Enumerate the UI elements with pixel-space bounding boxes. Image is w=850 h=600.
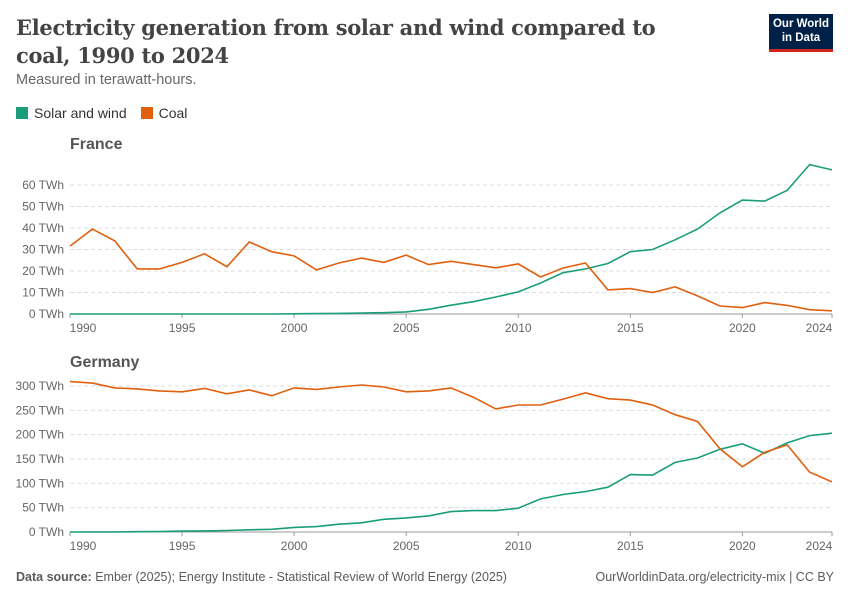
x-tick-label: 2000	[281, 321, 308, 335]
series-line-solar-and-wind[interactable]	[70, 163, 833, 315]
x-tick-label: 2015	[617, 321, 644, 335]
owid-logo[interactable]: Our World in Data	[769, 14, 833, 52]
y-tick-label: 250 TWh	[16, 403, 64, 417]
y-tick-label: 20 TWh	[22, 264, 64, 278]
x-tick-label: 1990	[70, 321, 97, 335]
y-tick-label: 200 TWh	[16, 428, 64, 442]
chart-subtitle: Measured in terawatt-hours.	[16, 72, 197, 88]
legend-item-coal[interactable]: Coal	[140, 105, 187, 121]
x-tick-label: 2015	[617, 539, 644, 553]
x-tick-label: 2005	[393, 321, 420, 335]
series-line-coal[interactable]	[69, 380, 833, 483]
x-tick-label: 1990	[70, 539, 97, 553]
legend: Solar and wind Coal	[16, 105, 187, 121]
data-source: Data source: Ember (2025); Energy Instit…	[16, 570, 507, 584]
legend-swatch	[16, 107, 28, 119]
legend-swatch	[140, 107, 153, 119]
x-tick-label: 2020	[729, 539, 756, 553]
panel-title: Germany	[70, 354, 139, 371]
chart-title: Electricity generation from solar and wi…	[16, 15, 656, 68]
x-tick-label: 2005	[393, 539, 420, 553]
y-tick-label: 10 TWh	[22, 286, 64, 300]
x-tick-label: 2010	[505, 321, 532, 335]
x-tick-label: 2024	[806, 321, 833, 335]
y-tick-label: 100 TWh	[16, 476, 64, 490]
x-tick-label: 2000	[281, 539, 308, 553]
x-tick-label: 1995	[169, 539, 196, 553]
x-tick-label: 2020	[729, 321, 756, 335]
y-tick-label: 150 TWh	[16, 452, 64, 466]
y-tick-label: 300 TWh	[16, 379, 64, 393]
y-tick-label: 60 TWh	[22, 178, 64, 192]
y-tick-label: 30 TWh	[22, 243, 64, 257]
legend-item-solar-wind[interactable]: Solar and wind	[16, 105, 127, 121]
series-line-solar-and-wind[interactable]	[69, 432, 833, 533]
y-tick-label: 40 TWh	[22, 221, 64, 235]
x-tick-label: 2024	[806, 539, 833, 553]
series-line-coal[interactable]	[69, 228, 833, 312]
y-tick-label: 50 TWh	[22, 501, 64, 515]
x-tick-label: 1995	[169, 321, 196, 335]
y-tick-label: 50 TWh	[22, 200, 64, 214]
y-tick-label: 0 TWh	[29, 307, 64, 321]
panel-title: France	[70, 136, 123, 153]
y-tick-label: 0 TWh	[29, 525, 64, 539]
x-tick-label: 2010	[505, 539, 532, 553]
source-url[interactable]: OurWorldinData.org/electricity-mix | CC …	[595, 570, 835, 584]
